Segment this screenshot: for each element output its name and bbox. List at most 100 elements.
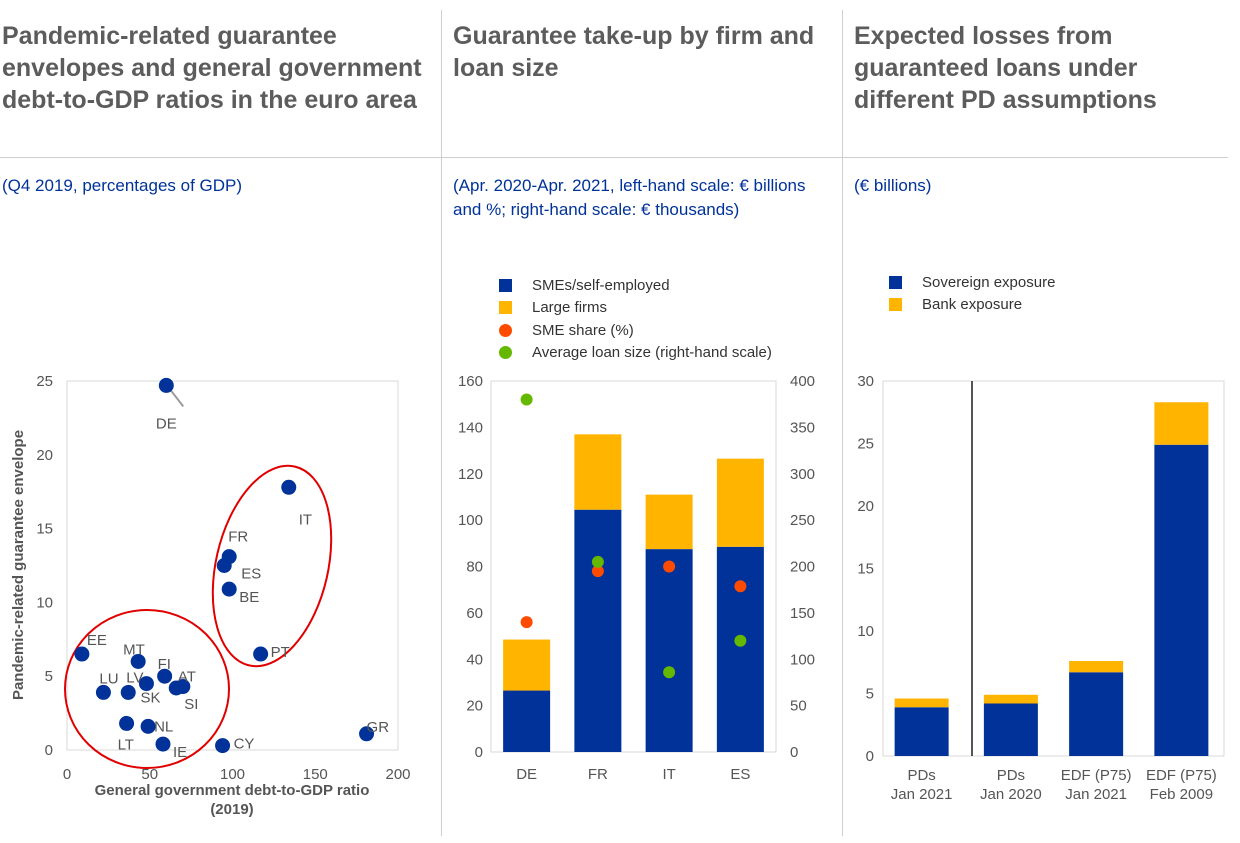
legend-label-sovereign: Sovereign exposure (922, 273, 1056, 291)
scatter-point-SI (168, 680, 184, 696)
y-left-tick-label: 20 (466, 698, 483, 715)
x-category-label: IT (662, 766, 675, 783)
x-category-label: DE (516, 766, 537, 783)
plot-frame (66, 380, 399, 751)
bar-ES-large (716, 458, 764, 547)
scatter-point-CY (215, 738, 231, 754)
y-tick-label: 15 (36, 521, 53, 538)
y-right-tick-label: 200 (790, 559, 815, 576)
panel-1-subtitle: (Q4 2019, percentages of GDP) (2, 176, 243, 195)
y-left-tick-label: 140 (458, 419, 483, 436)
dot-DE-avg-loan (520, 393, 533, 406)
legend-swatch-sme (499, 278, 512, 292)
x-category-label-line2: Jan 2021 (891, 786, 953, 803)
scatter-point-LV (120, 684, 136, 700)
x-category-label-line1: PDs (997, 767, 1025, 784)
legend-item-avg-loan: Average loan size (right-hand scale) (499, 342, 772, 365)
scatter-point-DE (158, 377, 174, 393)
y-left-tick-label: 120 (458, 466, 483, 483)
y-tick-label: 30 (857, 373, 874, 390)
legend-item-sme-share: SME share (%) (499, 319, 772, 342)
bar-1-bank (983, 694, 1038, 704)
y-tick-label: 0 (45, 742, 53, 759)
panel-3-subtitle: (€ billions) (854, 176, 932, 195)
panel-1-title: Pandemic-related guarantee envelopes and… (2, 22, 422, 114)
leader-line-DE (168, 387, 185, 408)
bar-0-sovereign (894, 707, 949, 756)
x-tick-label: 50 (141, 766, 158, 783)
x-axis-label-line: General government debt-to-GDP ratio (95, 782, 370, 799)
point-label-PT: PT (271, 644, 290, 661)
x-tick-label: 0 (63, 766, 71, 783)
x-category-label-line1: EDF (P75) (1146, 767, 1217, 784)
y-tick-label: 15 (857, 561, 874, 578)
scatter-point-LU (95, 684, 111, 700)
scatter-point-EE (74, 646, 90, 662)
bar-DE-large (503, 639, 551, 691)
point-label-NL: NL (154, 718, 173, 735)
point-label-LV: LV (126, 669, 143, 686)
y-left-tick-label: 80 (466, 559, 483, 576)
dot-IT-avg-loan (663, 666, 676, 679)
point-label-MT: MT (123, 641, 145, 658)
legend-dot-sme-share (499, 323, 512, 337)
scatter-point-MT (130, 653, 146, 669)
panel-2-title: Guarantee take-up by firm and loan size (453, 22, 815, 82)
point-label-IE: IE (173, 744, 187, 761)
chart-2-legend: SMEs/self-employed Large firms SME share… (499, 274, 772, 364)
legend-label-large: Large firms (532, 299, 608, 317)
y-right-tick-label: 50 (790, 698, 807, 715)
y-left-tick-label: 100 (458, 512, 483, 529)
legend-item-sme: SMEs/self-employed (499, 274, 772, 297)
dot-IT-sme-share (663, 560, 676, 573)
dot-ES-sme-share (734, 580, 747, 593)
bar-FR-sme (574, 509, 622, 752)
y-tick-label: 20 (36, 447, 53, 464)
y-right-tick-label: 150 (790, 605, 815, 622)
legend-item-sovereign: Sovereign exposure (889, 271, 1055, 294)
y-right-tick-label: 250 (790, 512, 815, 529)
y-tick-label: 10 (857, 623, 874, 640)
scatter-point-FI (157, 668, 173, 684)
separator-2 (842, 10, 843, 836)
y-left-tick-label: 0 (475, 744, 483, 761)
chart-3-legend: Sovereign exposure Bank exposure (889, 271, 1055, 316)
point-label-DE: DE (156, 415, 177, 432)
y-right-tick-label: 100 (790, 651, 815, 668)
legend-swatch-large (499, 301, 512, 315)
x-category-label-line1: PDs (907, 767, 935, 784)
point-label-AT: AT (178, 669, 196, 686)
y-tick-label: 10 (36, 594, 53, 611)
scatter-point-NL (140, 718, 156, 734)
point-label-EE: EE (87, 632, 107, 649)
scatter-point-BE (221, 581, 237, 597)
x-axis-label: General government debt-to-GDP ratio (201… (95, 782, 370, 818)
highlight-ellipse-lower (64, 609, 230, 769)
bar-1-sovereign (983, 703, 1038, 756)
y-axis-label: Pandemic-related guarantee envelope (10, 430, 27, 700)
x-tick-label: 150 (303, 766, 328, 783)
x-category-label: FR (588, 766, 608, 783)
dot-ES-avg-loan (734, 634, 747, 647)
y-right-tick-label: 400 (790, 373, 815, 390)
y-left-tick-label: 40 (466, 651, 483, 668)
y-tick-label: 25 (857, 436, 874, 453)
bar-IT-large (645, 494, 693, 550)
x-tick-label: 100 (220, 766, 245, 783)
scatter-point-SK (138, 676, 154, 692)
legend-swatch-bank (889, 298, 902, 312)
y-tick-label: 5 (866, 686, 874, 703)
y-left-tick-label: 60 (466, 605, 483, 622)
y-right-tick-label: 300 (790, 466, 815, 483)
dot-FR-sme-share (591, 565, 604, 578)
x-category-label-line1: EDF (P75) (1061, 767, 1132, 784)
plot-frame (882, 380, 1225, 757)
highlight-ellipse-upper (211, 464, 333, 668)
legend-swatch-sovereign (889, 275, 902, 289)
panel-3-title: Expected losses from guaranteed loans un… (854, 22, 1157, 114)
bar-2-sovereign (1069, 672, 1124, 756)
x-tick-label: 200 (385, 766, 410, 783)
point-label-SK: SK (140, 690, 160, 707)
